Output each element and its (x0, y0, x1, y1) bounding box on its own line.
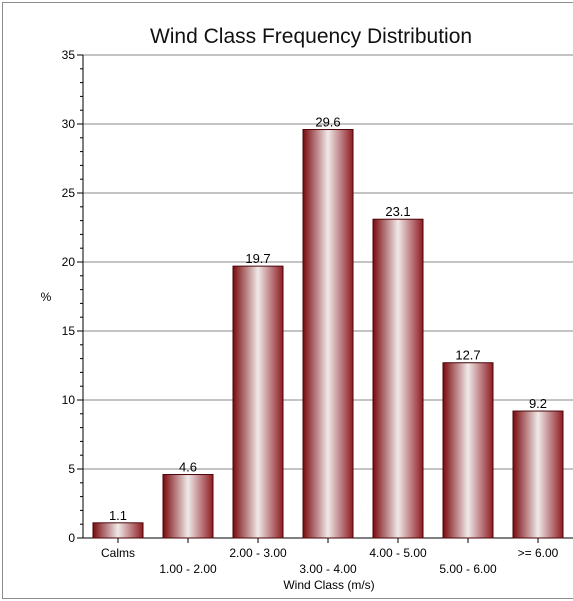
y-tick-label: 15 (62, 324, 76, 338)
bar-value-label: 12.7 (455, 348, 480, 363)
y-tick-label: 5 (68, 462, 75, 476)
bar (302, 129, 354, 539)
x-tick-label: 4.00 - 5.00 (369, 546, 427, 560)
bar-value-label: 4.6 (179, 460, 197, 475)
bars (92, 129, 564, 539)
x-axis-label: Wind Class (m/s) (283, 578, 374, 592)
y-tick-label: 25 (62, 186, 76, 200)
y-tick-label: 20 (62, 255, 76, 269)
bar (92, 522, 144, 539)
y-tick-label: 10 (62, 393, 76, 407)
chart-title: Wind Class Frequency Distribution (150, 25, 472, 48)
bar (162, 474, 214, 539)
x-tick-label: Calms (101, 546, 135, 560)
bar-value-label: 19.7 (245, 251, 270, 266)
x-tick-label: 1.00 - 2.00 (159, 562, 217, 576)
x-tick-label: 2.00 - 3.00 (229, 546, 287, 560)
bar-value-label: 9.2 (529, 396, 547, 411)
bar (232, 265, 284, 539)
value-labels: 1.1 4.6 19.7 29.6 23.1 12.7 9.2 (109, 115, 547, 523)
y-tick-label: 30 (62, 117, 76, 131)
bar (372, 218, 424, 539)
y-tick-label: 35 (62, 48, 76, 62)
y-tick-label: 0 (68, 531, 75, 545)
bar-value-label: 1.1 (109, 508, 127, 523)
x-tick-labels: Calms 1.00 - 2.00 2.00 - 3.00 3.00 - 4.00 4.… (101, 546, 559, 576)
y-tick-labels: 0 5 10 15 20 25 30 35 (62, 48, 76, 545)
bar (442, 362, 494, 539)
bar-value-label: 23.1 (385, 204, 410, 219)
x-tick-label: 5.00 - 6.00 (439, 562, 497, 576)
bar-value-label: 29.6 (315, 115, 340, 130)
bar (512, 410, 564, 539)
x-tick-label: 3.00 - 4.00 (299, 562, 357, 576)
x-tick-label: >= 6.00 (518, 546, 559, 560)
y-axis-label: % (41, 290, 52, 304)
